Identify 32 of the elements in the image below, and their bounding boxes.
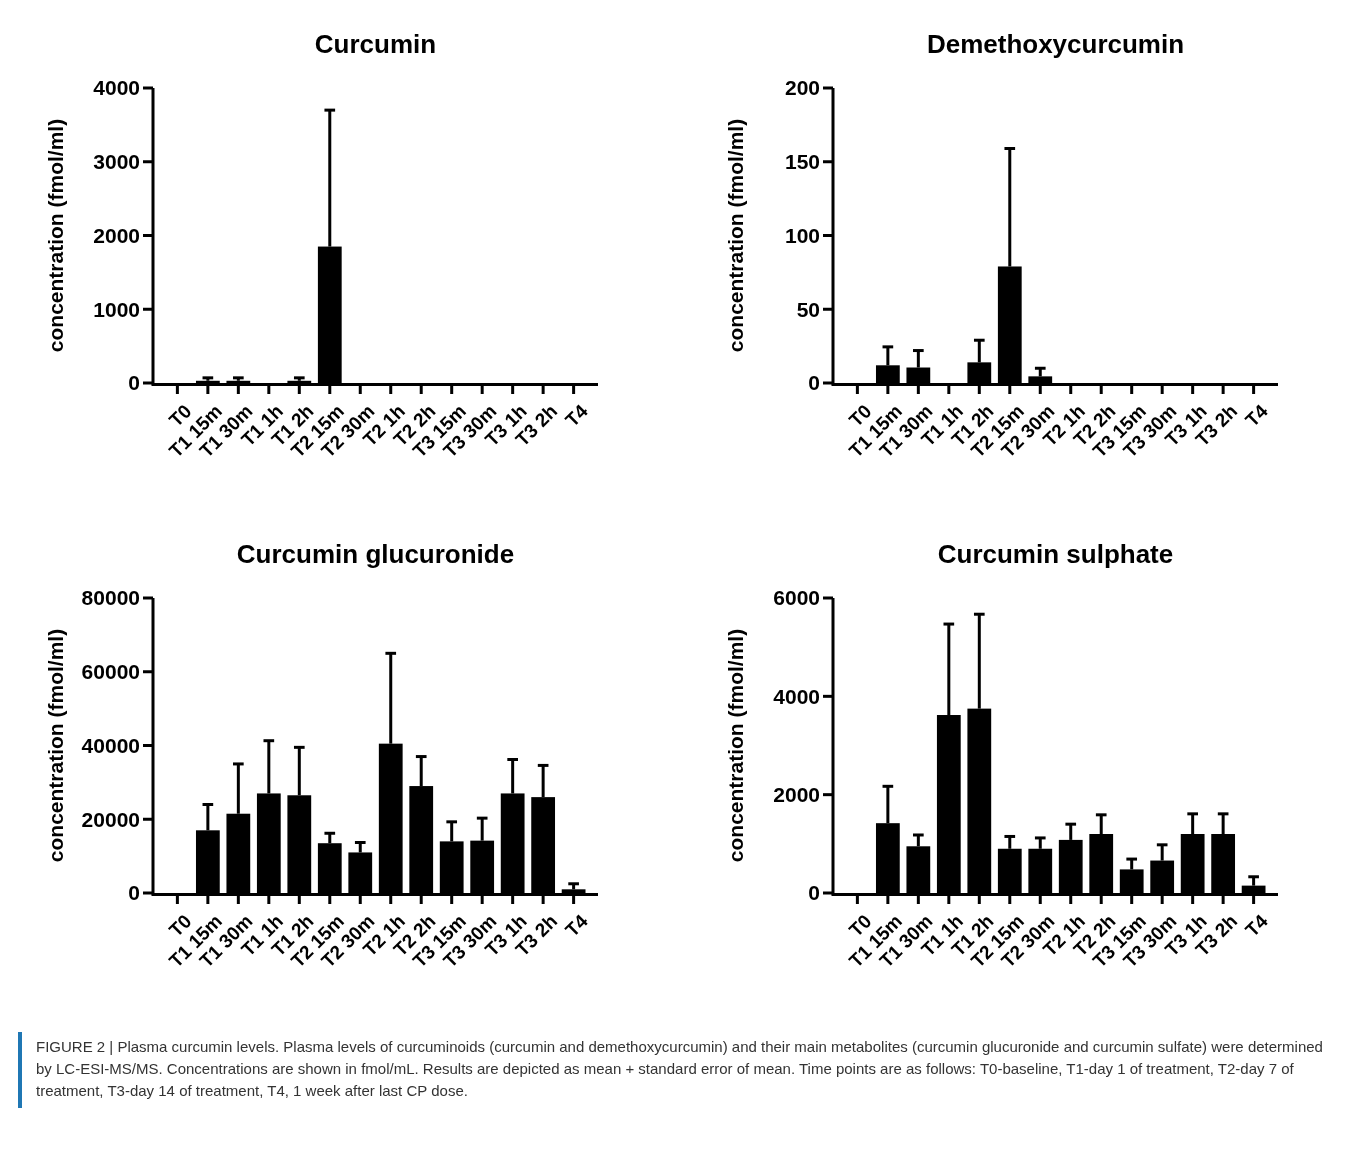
chart-title: Curcumin glucuronide — [236, 539, 515, 569]
y-tick-label: 2000 — [93, 223, 140, 247]
y-tick-label: 20000 — [81, 807, 140, 831]
x-tick-label: T4 — [1241, 400, 1273, 431]
y-tick-label: 0 — [808, 371, 820, 395]
y-tick-label: 0 — [808, 881, 820, 905]
y-axis-title: concentration (fmol/ml) — [44, 628, 67, 863]
y-axis-title: concentration (fmol/ml) — [724, 118, 747, 353]
x-tick-label: T4 — [561, 400, 593, 431]
y-axis-title: concentration (fmol/ml) — [44, 118, 67, 353]
y-tick-label: 4000 — [773, 684, 820, 708]
y-tick-label: 150 — [784, 150, 820, 174]
y-tick-label: 40000 — [81, 733, 140, 757]
x-tick-label: T4 — [561, 910, 593, 941]
chart-title: Curcumin sulphate — [937, 539, 1174, 569]
chart-title: Curcumin — [314, 29, 437, 59]
y-tick-label: 4000 — [93, 76, 140, 100]
y-tick-label: 3000 — [93, 150, 140, 174]
y-tick-label: 80000 — [81, 586, 140, 610]
y-axis-title: concentration (fmol/ml) — [724, 628, 747, 863]
y-tick-label: 0 — [128, 881, 140, 905]
y-tick-label: 60000 — [81, 660, 140, 684]
y-tick-label: 200 — [784, 76, 820, 100]
x-tick-label: T4 — [1241, 910, 1273, 941]
y-tick-label: 6000 — [773, 586, 820, 610]
y-tick-label: 1000 — [93, 297, 140, 321]
chart-title: Demethoxycurcumin — [926, 29, 1185, 59]
y-tick-label: 100 — [784, 223, 820, 247]
y-tick-label: 2000 — [773, 783, 820, 807]
y-tick-label: 0 — [128, 371, 140, 395]
y-tick-label: 50 — [796, 297, 820, 321]
caption: FIGURE 2 | Plasma curcumin levels. Plasma levels of curcuminoids (curcumin and demethoxycurcumin) and their main metabolites (curcumin glucuronide and curcumin sulfate) were determined by LC-ESI-MS/MS. Concentrations are shown in fmol/mL. Results are depicted as mean + standard error of mean. Time points are as follows: T0-baseline, T1-day 1 of treatment, T2-day 7 of treatment, T3-day 14 of treatment, T4, 1 week after last CP dose. — [36, 1037, 1324, 1101]
